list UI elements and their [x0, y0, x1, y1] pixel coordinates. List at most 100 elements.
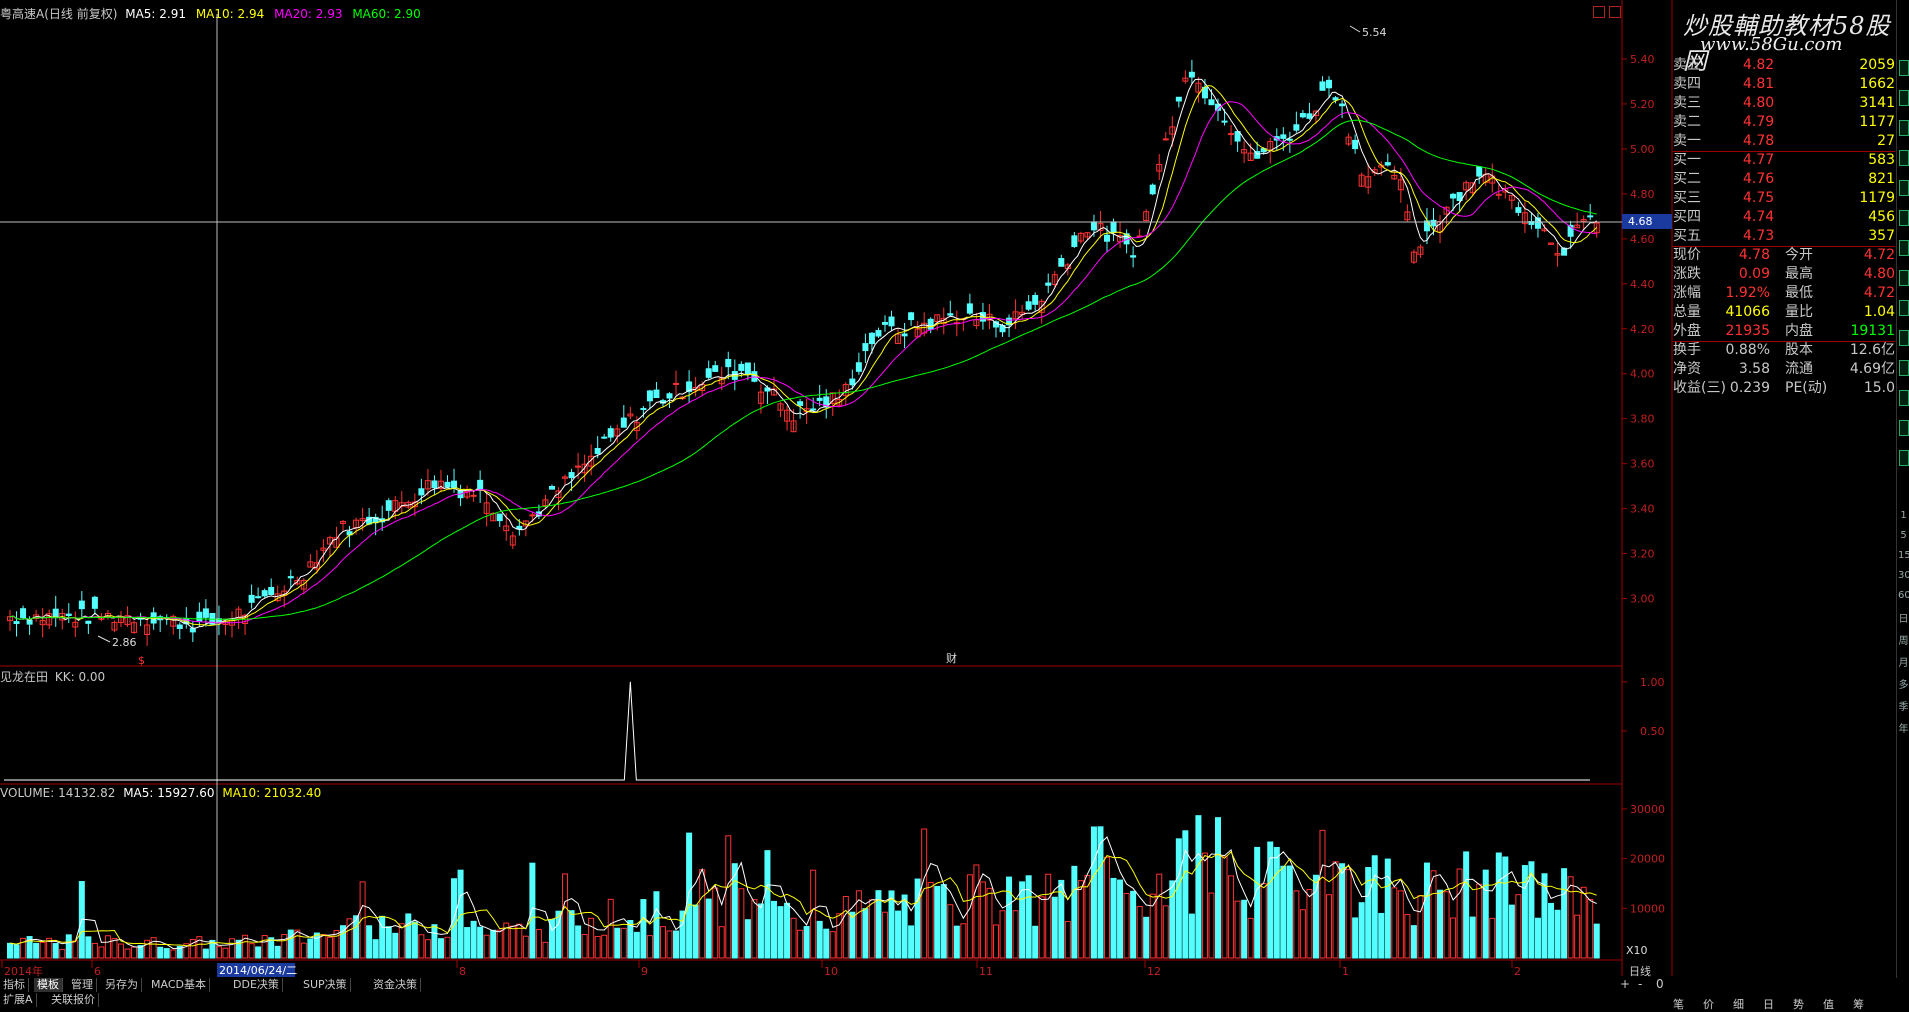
candle-body — [196, 611, 203, 622]
period-tab[interactable]: 日 — [1898, 614, 1909, 625]
info-tab[interactable]: 细 — [1733, 998, 1744, 1011]
toolbar-icon[interactable] — [1899, 420, 1909, 436]
toolbar-icon[interactable] — [1899, 60, 1909, 76]
info-tab[interactable]: 筹 — [1853, 998, 1864, 1011]
ma-line-ma10 — [9, 85, 1598, 627]
volume-bar — [1097, 826, 1104, 959]
volume-bar — [1528, 861, 1535, 959]
maximize-icon[interactable] — [1609, 6, 1621, 18]
candle-body — [1130, 255, 1137, 258]
bottom-tab[interactable]: 模板 — [34, 978, 63, 992]
period-minute-tab[interactable]: 15 — [1898, 550, 1909, 561]
bottom-tab[interactable]: 另存为 — [102, 978, 142, 992]
volume-bar — [111, 938, 118, 959]
volume-bar — [1241, 899, 1248, 959]
volume-bar — [1045, 873, 1052, 959]
period-tab[interactable]: 月 — [1898, 658, 1909, 669]
volume-bar — [1587, 898, 1594, 959]
bottom-tab[interactable]: SUP决策 — [300, 978, 351, 992]
toolbar-icon[interactable] — [1899, 210, 1909, 226]
info-tab[interactable]: 笔 — [1673, 998, 1684, 1011]
y-tick-label: 4.60 — [1630, 233, 1655, 246]
volume-bar — [202, 948, 209, 959]
y-tick-label: 4.40 — [1630, 278, 1655, 291]
volume-bar — [196, 936, 203, 959]
volume-bar — [209, 939, 216, 959]
period-tab[interactable]: 季 — [1898, 702, 1909, 713]
volume-bar — [790, 917, 797, 959]
extension-tab[interactable]: 扩展A — [0, 993, 37, 1007]
candle-body — [313, 562, 320, 570]
toolbar-icon[interactable] — [1899, 390, 1909, 406]
bottom-tab[interactable]: 管理 — [68, 978, 97, 992]
info-tab[interactable]: 价 — [1703, 998, 1714, 1011]
period-minute-tab[interactable]: 30 — [1898, 570, 1909, 581]
period-label: 日线 — [1629, 965, 1651, 978]
zoom-button[interactable]: + — [1620, 977, 1631, 991]
volume-bar — [46, 937, 53, 959]
extension-tab[interactable]: 关联报价 — [48, 993, 99, 1007]
candle-body — [111, 621, 118, 631]
candle-body — [39, 619, 46, 626]
quote-price: 4.81 — [1743, 76, 1775, 92]
candle-body — [620, 417, 627, 428]
stat-value: 4.78 — [1738, 247, 1770, 263]
zoom-button[interactable]: - — [1638, 977, 1643, 991]
volume-bar — [803, 926, 810, 959]
x-tick-label: 12 — [1147, 965, 1161, 978]
toolbar-icon[interactable] — [1899, 300, 1909, 316]
toolbar-icon[interactable] — [1899, 240, 1909, 256]
candle-body — [509, 535, 516, 546]
toolbar-icon[interactable] — [1899, 180, 1909, 196]
candle-body — [823, 396, 830, 408]
period-tab[interactable]: 多 — [1898, 680, 1909, 691]
candle-body — [816, 397, 823, 401]
period-tab[interactable]: 周 — [1898, 636, 1909, 647]
toolbar-icon[interactable] — [1899, 450, 1909, 466]
volume-bar — [1515, 894, 1522, 959]
period-minute-tab[interactable]: 1 — [1900, 510, 1907, 521]
info-tab[interactable]: 值 — [1823, 998, 1834, 1011]
toolbar-icon[interactable] — [1899, 270, 1909, 286]
bottom-tab[interactable]: DDE决策 — [230, 978, 283, 992]
volume-bar — [340, 925, 347, 959]
candle-body — [1397, 179, 1404, 191]
quote-volume: 583 — [1868, 152, 1895, 168]
volume-bar — [1397, 890, 1404, 959]
info-tab[interactable]: 势 — [1793, 998, 1804, 1011]
quote-volume: 1662 — [1859, 76, 1895, 92]
minimize-icon[interactable] — [1593, 6, 1605, 18]
toolbar-icon[interactable] — [1899, 120, 1909, 136]
candle-body — [72, 621, 79, 628]
volume-bar — [1293, 890, 1300, 959]
indicator-name: 见龙在田 — [0, 670, 49, 684]
candle-body — [1384, 162, 1391, 166]
zoom-button[interactable]: 0 — [1656, 977, 1664, 991]
fund-label: 股本 — [1785, 342, 1813, 358]
toolbar-icon[interactable] — [1899, 330, 1909, 346]
indicator-tick-label: 0.50 — [1640, 725, 1665, 738]
candle-body — [575, 465, 582, 468]
volume-bar — [1312, 874, 1319, 959]
toolbar-icon[interactable] — [1899, 150, 1909, 166]
bottom-tab[interactable]: MACD基本 — [148, 978, 210, 992]
toolbar-icon[interactable] — [1899, 360, 1909, 376]
volume-bar — [1058, 879, 1065, 959]
candle-body — [744, 362, 751, 375]
volume-bar — [1371, 855, 1378, 959]
period-minute-tab[interactable]: 5 — [1900, 530, 1907, 541]
volume-bar — [855, 890, 862, 959]
candle-body — [1293, 124, 1300, 131]
period-minute-tab[interactable]: 60 — [1898, 590, 1909, 601]
volume-tick-label: 30000 — [1630, 803, 1665, 816]
toolbar-icon[interactable] — [1899, 90, 1909, 106]
info-tab[interactable]: 日 — [1763, 998, 1774, 1011]
volume-header: VOLUME: 14132.82 MA5: 15927.60 MA10: 210… — [0, 786, 321, 800]
volume-bar — [1247, 917, 1254, 959]
bottom-tab[interactable]: 资金决策 — [370, 978, 421, 992]
bottom-tab[interactable]: 指标 — [0, 978, 29, 992]
ma60-label: MA60: 2.90 — [352, 7, 421, 21]
period-tab[interactable]: 年 — [1898, 724, 1909, 735]
candle-body — [1110, 221, 1117, 233]
